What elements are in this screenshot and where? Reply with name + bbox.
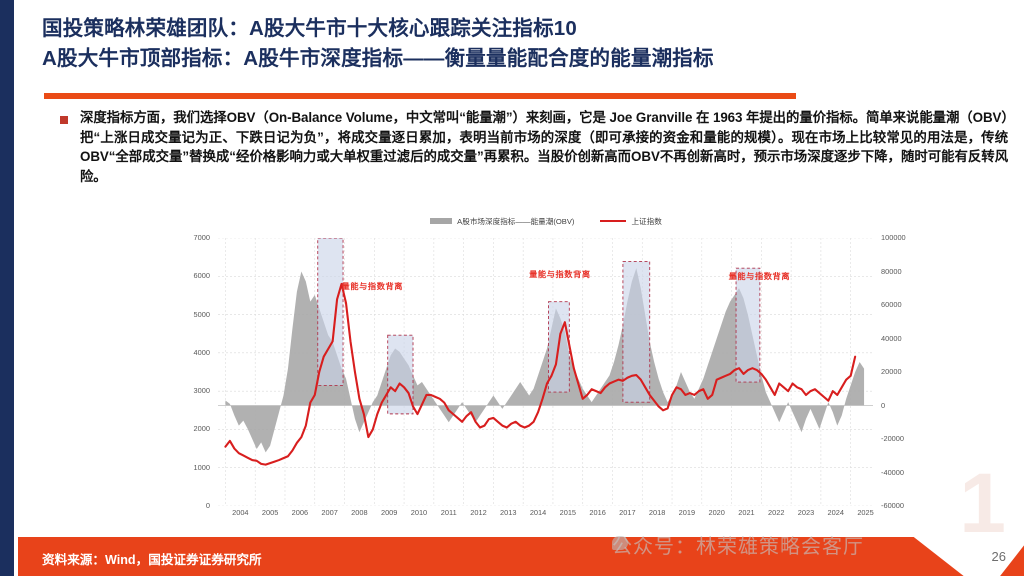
obv-area — [225, 268, 865, 453]
x-tick: 2013 — [500, 508, 517, 517]
x-tick: 2012 — [470, 508, 487, 517]
watermark-text: 公众号：林荣雄策略会客厅 — [612, 536, 864, 558]
y-right-tick: -40000 — [881, 467, 905, 477]
page-number: 26 — [991, 549, 1006, 564]
y-left-tick: 0 — [205, 501, 210, 510]
x-tick: 2018 — [648, 508, 666, 517]
x-tick: 2019 — [678, 508, 696, 517]
legend-item-index: 上证指数 — [600, 216, 662, 227]
legend-item-obv: A股市场深度指标——能量潮(OBV) — [430, 216, 574, 227]
title-underline — [44, 93, 796, 99]
left-accent-rail — [0, 0, 14, 576]
y-left-tick: 6000 — [193, 271, 210, 281]
x-tick: 2023 — [797, 508, 815, 517]
y-right-tick: -60000 — [881, 501, 905, 510]
x-tick: 2021 — [738, 508, 755, 517]
y-left-tick: 5000 — [193, 309, 210, 319]
x-tick: 2014 — [529, 508, 547, 517]
left-accent-rail-inner — [14, 0, 18, 576]
x-tick: 2004 — [232, 508, 249, 517]
y-right-tick: -20000 — [881, 434, 905, 443]
y-right-tick: 100000 — [881, 233, 906, 242]
chart-svg — [218, 237, 873, 507]
x-tick: 2024 — [827, 508, 844, 517]
x-tick: 2020 — [708, 508, 725, 517]
decorative-ghost-number: 1 — [959, 456, 1006, 550]
x-tick: 2010 — [410, 508, 428, 517]
wechat-badge-icon — [612, 536, 628, 550]
x-tick: 2015 — [559, 508, 577, 517]
chart-container: A股市场深度指标——能量潮(OBV) 上证指数 0 1000 2000 3000 400… — [176, 212, 916, 534]
y-left-tick: 4000 — [193, 347, 210, 357]
slide-header: 国投策略林荣雄团队：A股大牛市十大核心跟踪关注指标10 A股大牛市顶部指标：A股… — [0, 0, 1024, 100]
y-right-tick: 60000 — [881, 300, 902, 309]
x-tick: 2009 — [380, 508, 398, 517]
x-tick: 2017 — [619, 508, 636, 517]
page-title: 国投策略林荣雄团队：A股大牛市十大核心跟踪关注指标10 A股大牛市顶部指标：A股… — [42, 14, 1022, 74]
y-axis-right-ticks: -60000 -40000 -20000 0 20000 40000 60000 80000 1… — [877, 233, 923, 510]
source-note: 资料来源：Wind，国投证券证券研究所 — [42, 553, 262, 567]
legend-label-index: 上证指数 — [631, 216, 662, 226]
y-left-tick: 2000 — [193, 424, 210, 434]
x-tick: 2008 — [351, 508, 368, 517]
divergence-band — [622, 261, 651, 403]
legend-area-swatch-icon — [430, 218, 453, 224]
divergence-band — [735, 267, 761, 383]
chart-plot-area: 量能与指数背离 量能与指数背离 量能与指数背离 — [218, 237, 873, 507]
y-right-tick: 0 — [881, 400, 886, 410]
title-line-2: A股大牛市顶部指标：A股牛市深度指标——衡量量能配合度的能量潮指标 — [42, 47, 714, 70]
x-tick: 2016 — [589, 508, 606, 517]
x-tick: 2005 — [261, 508, 279, 517]
y-axis-left-ticks: 0 1000 2000 3000 4000 5000 6000 7000 — [176, 233, 214, 510]
chart-legend: A股市场深度指标——能量潮(OBV) 上证指数 — [176, 212, 916, 230]
legend-line-swatch-icon — [600, 219, 627, 223]
x-tick: 2006 — [291, 508, 309, 517]
y-left-tick: 7000 — [193, 233, 210, 242]
y-right-tick: 20000 — [881, 367, 902, 376]
divergence-annotation-label: 量能与指数背离 — [529, 270, 591, 279]
legend-label-obv: A股市场深度指标——能量潮(OBV) — [457, 216, 575, 226]
x-tick: 2025 — [857, 508, 874, 517]
divergence-band — [387, 334, 414, 415]
index-line — [224, 282, 857, 466]
bullet-paragraph: 深度指标方面，我们选择OBV（On-Balance Volume，中文常叫“能量… — [60, 108, 1008, 186]
x-tick: 2007 — [321, 508, 338, 517]
y-right-tick: 40000 — [881, 333, 902, 343]
title-line-1: 国投策略林荣雄团队：A股大牛市十大核心跟踪关注指标10 — [42, 17, 578, 40]
y-left-tick: 1000 — [193, 462, 210, 472]
x-tick: 2022 — [768, 508, 785, 517]
y-right-tick: 80000 — [881, 266, 902, 276]
x-axis-ticks: 2004 2005 2006 2007 2008 2009 2010 2011 2012 2013… — [218, 508, 874, 522]
divergence-annotation-label: 量能与指数背离 — [728, 272, 791, 281]
x-tick: 2011 — [440, 508, 457, 517]
y-left-tick: 3000 — [193, 386, 210, 396]
bullet-square-icon — [60, 116, 68, 124]
bullet-paragraph-text: 深度指标方面，我们选择OBV（On-Balance Volume，中文常叫“能量… — [80, 110, 1008, 184]
footer-bar — [0, 537, 1024, 576]
divergence-annotation-label: 量能与指数背离 — [341, 282, 404, 291]
